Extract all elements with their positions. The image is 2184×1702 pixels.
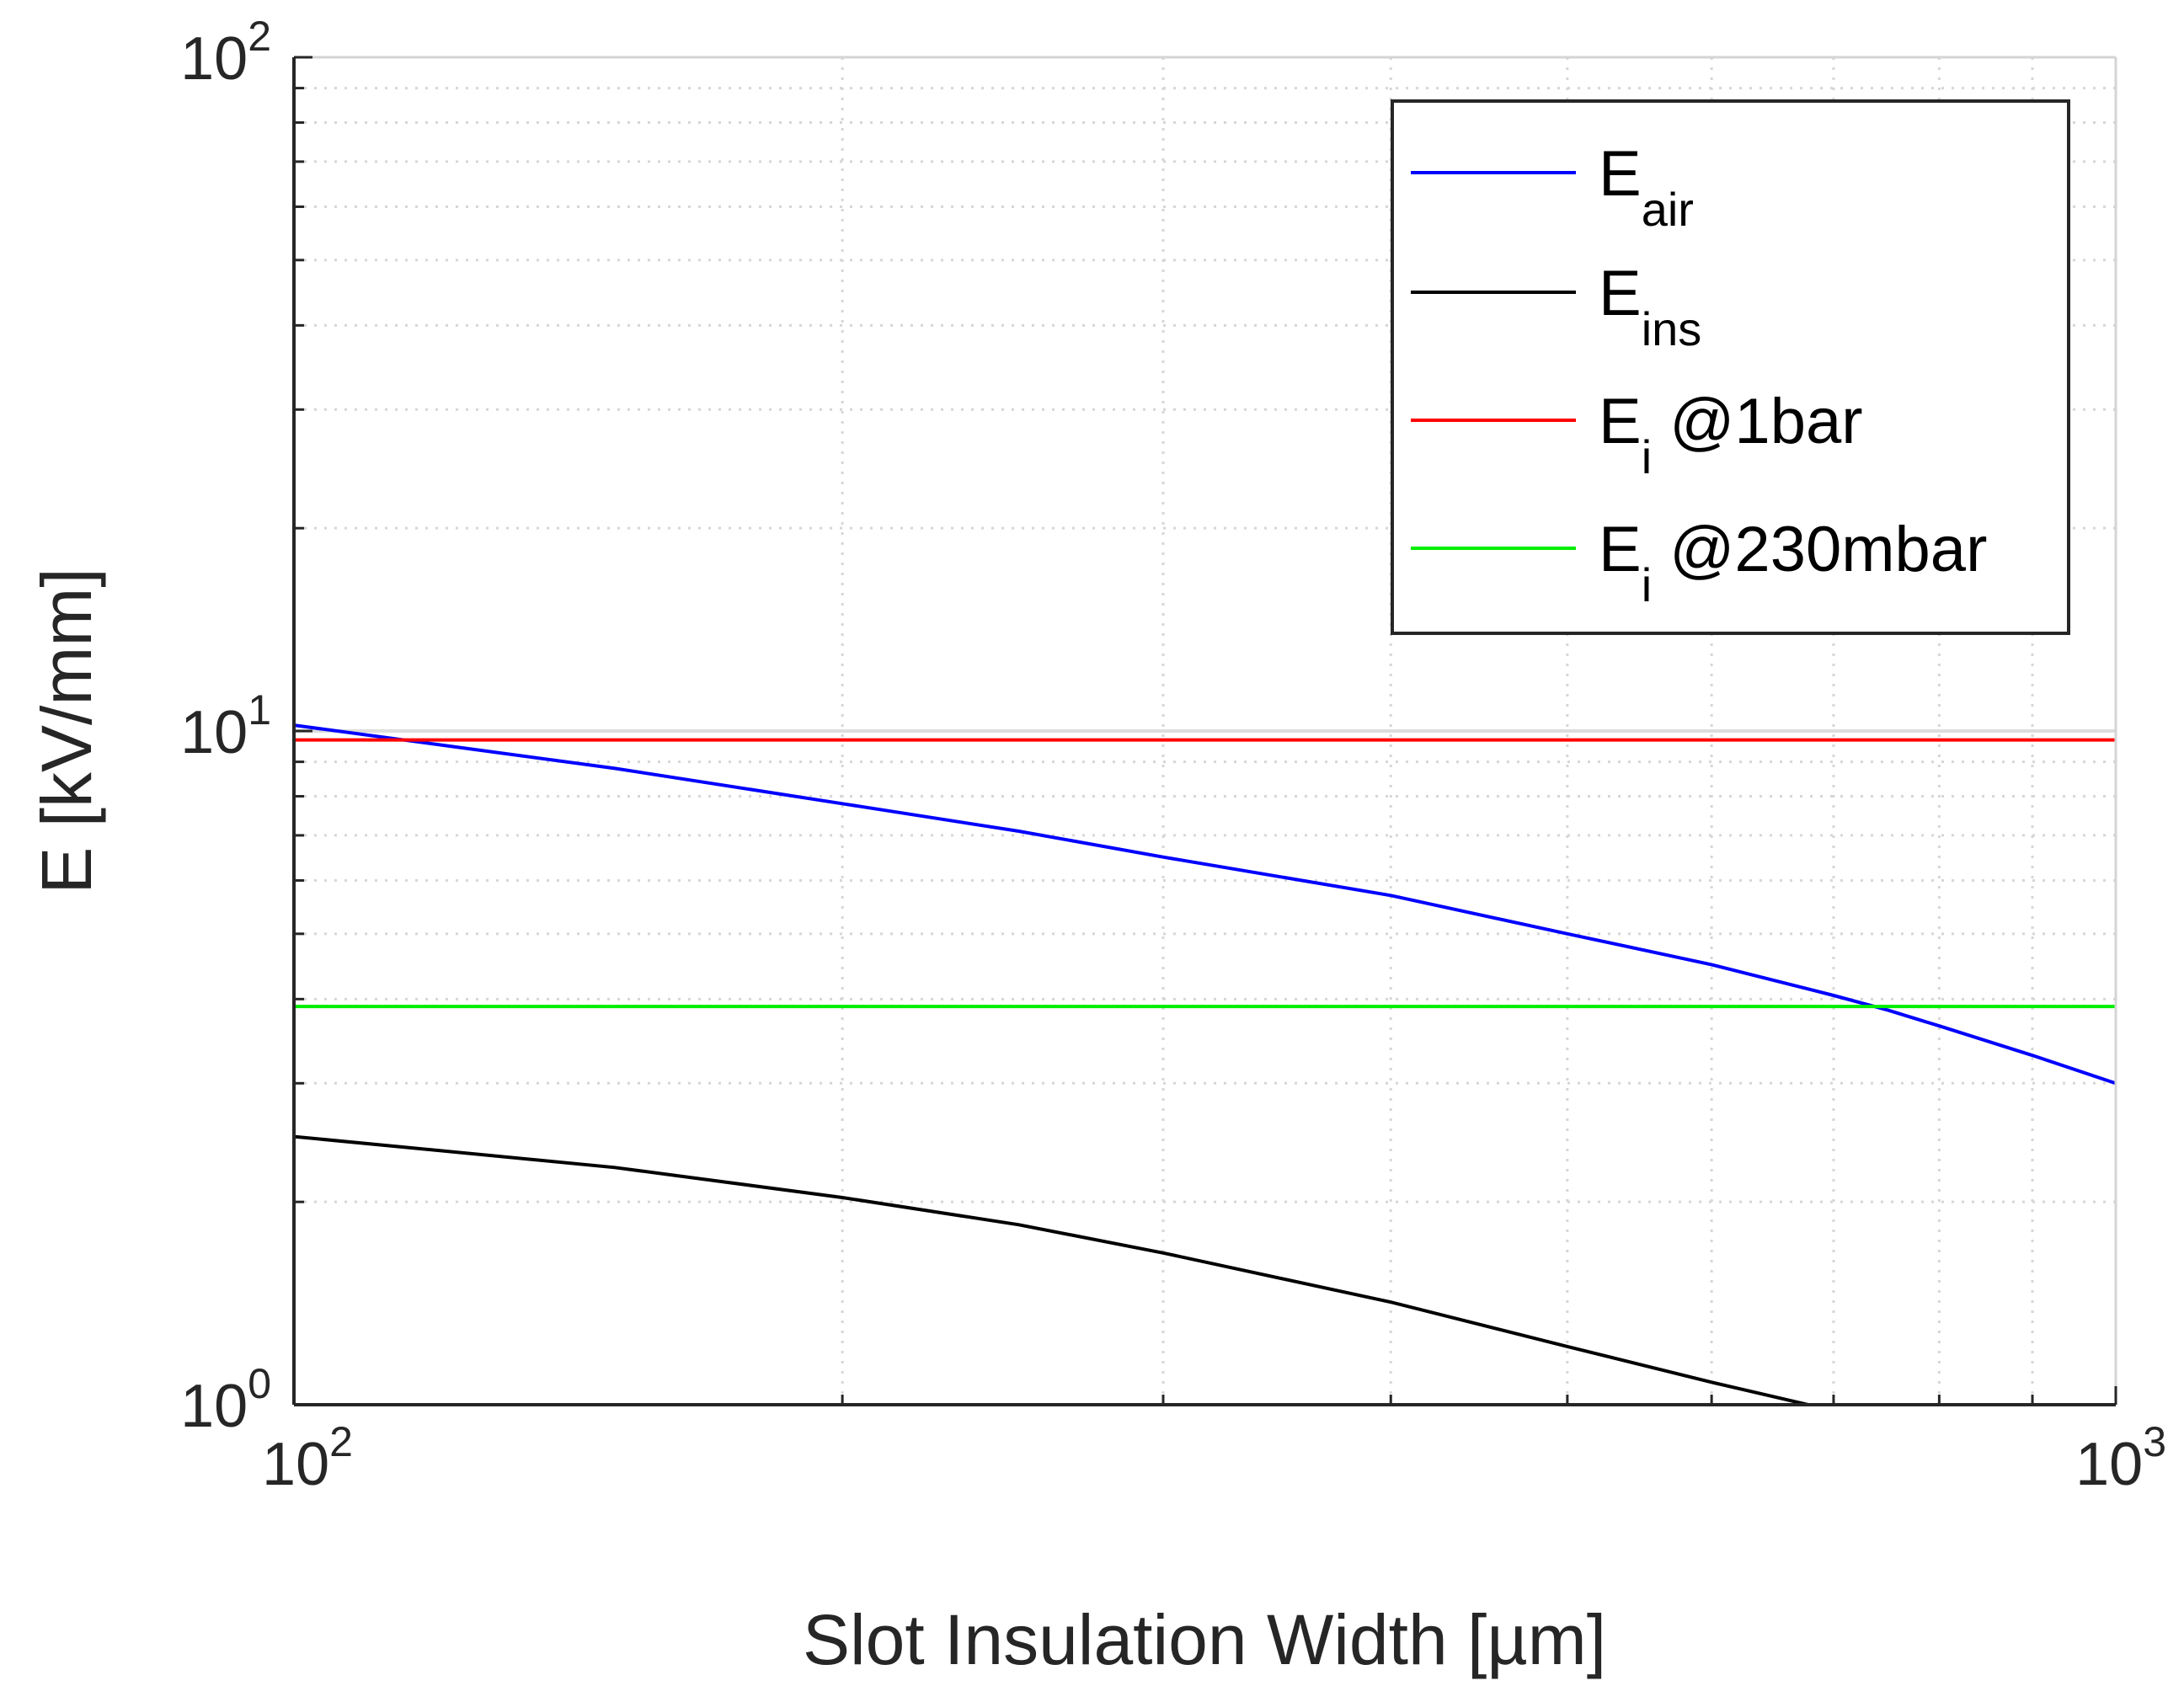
legend-box — [1391, 99, 2070, 635]
legend: Eair Eins Ei @1bar Ei @230mbar — [1391, 99, 2070, 635]
x-tick-label: 102 — [262, 1418, 353, 1498]
series-line-e-ins — [294, 1134, 1816, 1405]
x-axis-label: Slot Insulation Width [µm] — [803, 1600, 1606, 1679]
y-tick-label: 101 — [180, 686, 271, 766]
legend-label: Eair — [1599, 138, 1694, 236]
y-axis-label: E [kV/mm] — [27, 568, 106, 894]
y-tick-label: 100 — [180, 1360, 271, 1440]
x-tick-label: 103 — [2075, 1418, 2166, 1498]
y-tick-label: 102 — [180, 13, 271, 93]
series-layer — [294, 723, 2116, 1405]
legend-label: Ei @230mbar — [1599, 514, 1987, 611]
legend-label: Eins — [1599, 258, 1701, 355]
axes — [292, 56, 2117, 1406]
tick-labels: 100 101 102 102 103 — [180, 13, 2166, 1498]
series-line-e-air — [294, 723, 2116, 1086]
legend-label: Ei @1bar — [1599, 386, 1863, 483]
